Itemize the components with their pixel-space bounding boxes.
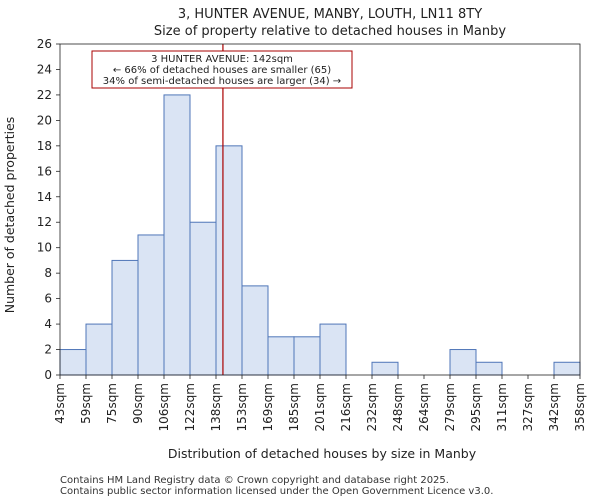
x-axis-label: Distribution of detached houses by size …	[168, 446, 477, 461]
x-tick-label: 90sqm	[131, 383, 145, 424]
x-tick-label: 279sqm	[443, 383, 457, 431]
y-tick-label: 2	[44, 343, 52, 357]
bar-90sqm	[137, 234, 165, 376]
y-tick-label: 4	[44, 317, 52, 331]
bar-75sqm	[111, 259, 139, 376]
y-tick-label: 20	[37, 113, 52, 127]
x-tick-label: 311sqm	[495, 383, 509, 431]
chart-subtitle: Size of property relative to detached ho…	[154, 24, 506, 39]
y-tick-label: 18	[37, 139, 52, 153]
y-tick-label: 0	[44, 368, 52, 382]
x-tick-label: 169sqm	[261, 383, 275, 431]
x-tick-label: 264sqm	[417, 383, 431, 431]
footer-line-1: Contains HM Land Registry data © Crown c…	[60, 475, 449, 486]
y-tick-label: 24	[37, 62, 52, 76]
bars-group	[59, 94, 581, 376]
y-tick-label: 14	[37, 190, 52, 204]
annotation-line-3: 34% of semi-detached houses are larger (…	[103, 76, 341, 87]
bar-295sqm	[475, 361, 503, 376]
y-axis-label: Number of detached properties	[2, 117, 17, 314]
x-tick-label: 216sqm	[339, 383, 353, 431]
y-tick-label: 12	[37, 215, 52, 229]
bar-342sqm	[553, 361, 581, 376]
bar-279sqm	[449, 349, 477, 376]
x-tick-label: 185sqm	[287, 383, 301, 431]
annotation-line-1: 3 HUNTER AVENUE: 142sqm	[151, 54, 293, 65]
x-tick-label: 43sqm	[53, 383, 67, 424]
bar-59sqm	[85, 323, 113, 376]
x-tick-label: 75sqm	[105, 383, 119, 424]
x-tick-label: 122sqm	[183, 383, 197, 431]
plot-frame	[59, 43, 581, 376]
marker-annotation: 3 HUNTER AVENUE: 142sqm ← 66% of detache…	[91, 50, 353, 89]
x-tick-label: 153sqm	[235, 383, 249, 431]
y-tick-label: 6	[44, 292, 52, 306]
bar-201sqm	[319, 323, 347, 376]
annotation-box	[91, 50, 353, 89]
bar-122sqm	[189, 221, 217, 376]
y-tick-label: 8	[44, 266, 52, 280]
x-tick-label: 295sqm	[469, 383, 483, 431]
x-tick-label: 106sqm	[157, 383, 171, 431]
bar-106sqm	[163, 94, 191, 376]
footer-line-2: Contains public sector information licen…	[60, 486, 493, 497]
y-tick-label: 10	[37, 241, 52, 255]
bar-232sqm	[371, 361, 399, 376]
y-tick-label: 26	[37, 37, 52, 51]
x-tick-label: 201sqm	[313, 383, 327, 431]
bar-185sqm	[293, 336, 321, 376]
x-tick-label: 358sqm	[573, 383, 587, 431]
x-tick-label: 342sqm	[547, 383, 561, 431]
x-axis: 43sqm 59sqm 75sqm 90sqm 106sqm 122sqm 138sqm 15…	[53, 375, 587, 431]
x-tick-label: 138sqm	[209, 383, 223, 431]
x-tick-label: 59sqm	[79, 383, 93, 424]
y-tick-label: 16	[37, 164, 52, 178]
x-tick-label: 248sqm	[391, 383, 405, 431]
y-tick-label: 22	[37, 88, 52, 102]
bar-138sqm	[215, 145, 243, 376]
x-tick-label: 327sqm	[521, 383, 535, 431]
x-tick-label: 232sqm	[365, 383, 379, 431]
bar-43sqm	[59, 349, 87, 376]
bar-169sqm	[267, 336, 295, 376]
bar-153sqm	[241, 285, 269, 376]
annotation-line-2: ← 66% of detached houses are smaller (65…	[113, 65, 331, 76]
chart-title: 3, HUNTER AVENUE, MANBY, LOUTH, LN11 8TY	[178, 7, 482, 22]
